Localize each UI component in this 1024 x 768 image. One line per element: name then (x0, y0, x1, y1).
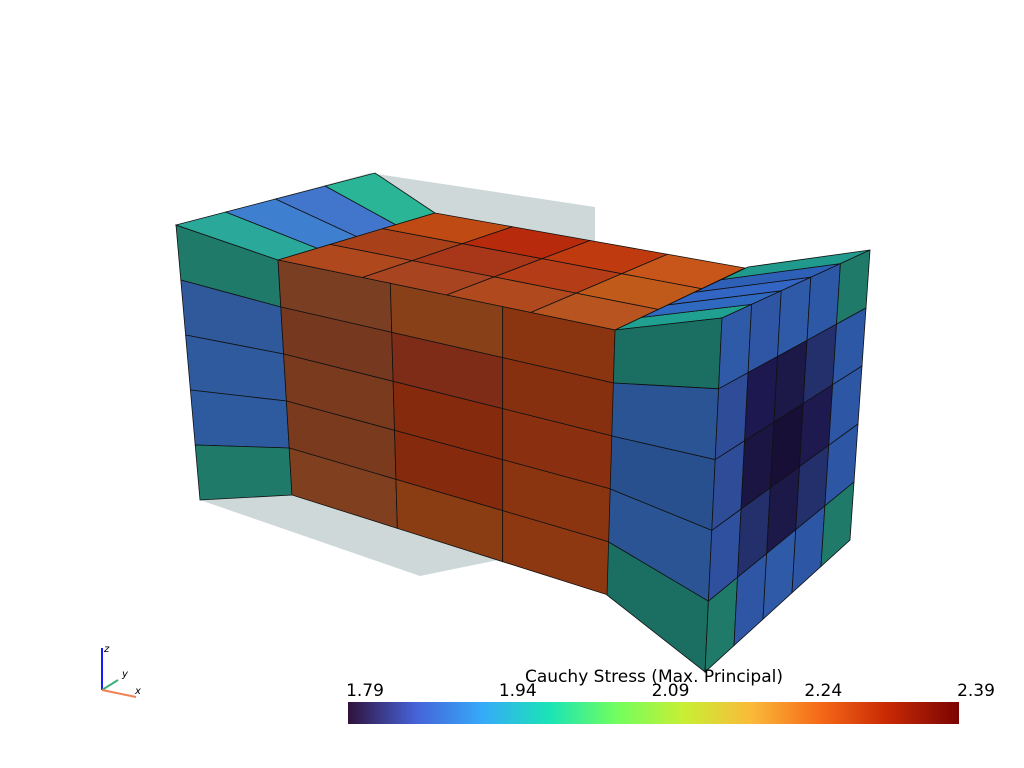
colorbar-tick-label: 2.39 (957, 681, 995, 701)
axes-widget: z y x (101, 644, 141, 698)
colorbar-tick-label: 2.24 (804, 681, 842, 701)
mesh-cell (612, 317, 723, 390)
colorbar (348, 702, 959, 724)
mesh-cell (194, 444, 293, 501)
x-axis (101, 689, 137, 698)
z-label: z (103, 644, 110, 655)
x-label: x (134, 686, 141, 697)
y-axis (101, 679, 119, 691)
colorbar-tick-label: 1.94 (499, 681, 537, 701)
y-label: y (121, 669, 129, 680)
colorbar-tick-label: 2.09 (652, 681, 690, 701)
mesh-cell (820, 481, 855, 568)
colorbar-title: Cauchy Stress (Max. Principal) (525, 667, 783, 687)
mesh (174, 172, 871, 673)
colorbar-tick-label: 1.79 (346, 681, 384, 701)
